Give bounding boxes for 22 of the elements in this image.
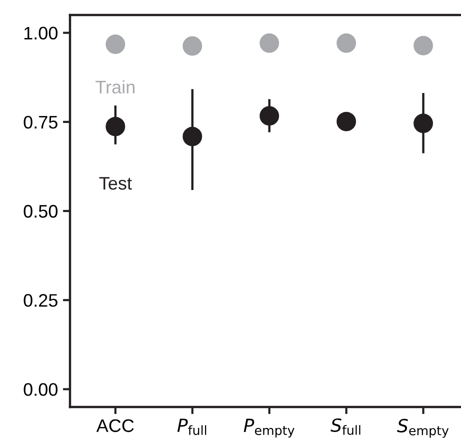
series-label: Train — [96, 80, 134, 94]
y-tick-label: 0.00 — [24, 383, 58, 396]
x-tick-label: S$_{full}$ — [330, 418, 360, 435]
point — [260, 33, 280, 53]
y-tick-label: 0.50 — [24, 204, 58, 218]
point — [336, 112, 356, 132]
x-tick-label: P$_{empty}$ — [244, 418, 294, 438]
point — [414, 114, 433, 134]
point — [260, 106, 280, 126]
text: Test — [99, 177, 132, 190]
x-tick-label: P$_{full}$ — [177, 418, 206, 436]
y-tick-label: 1.00 — [24, 26, 58, 40]
point — [106, 116, 126, 136]
y-tick-label: 0.75 — [24, 116, 58, 129]
x-tick-label: S$_{empty}$ — [397, 418, 449, 438]
x-tick-label: ACC — [96, 419, 134, 432]
point — [182, 36, 202, 56]
point — [182, 126, 202, 146]
y-tick-label: 0.25 — [24, 294, 58, 307]
point — [336, 33, 356, 53]
point — [106, 34, 126, 54]
point — [414, 36, 433, 56]
